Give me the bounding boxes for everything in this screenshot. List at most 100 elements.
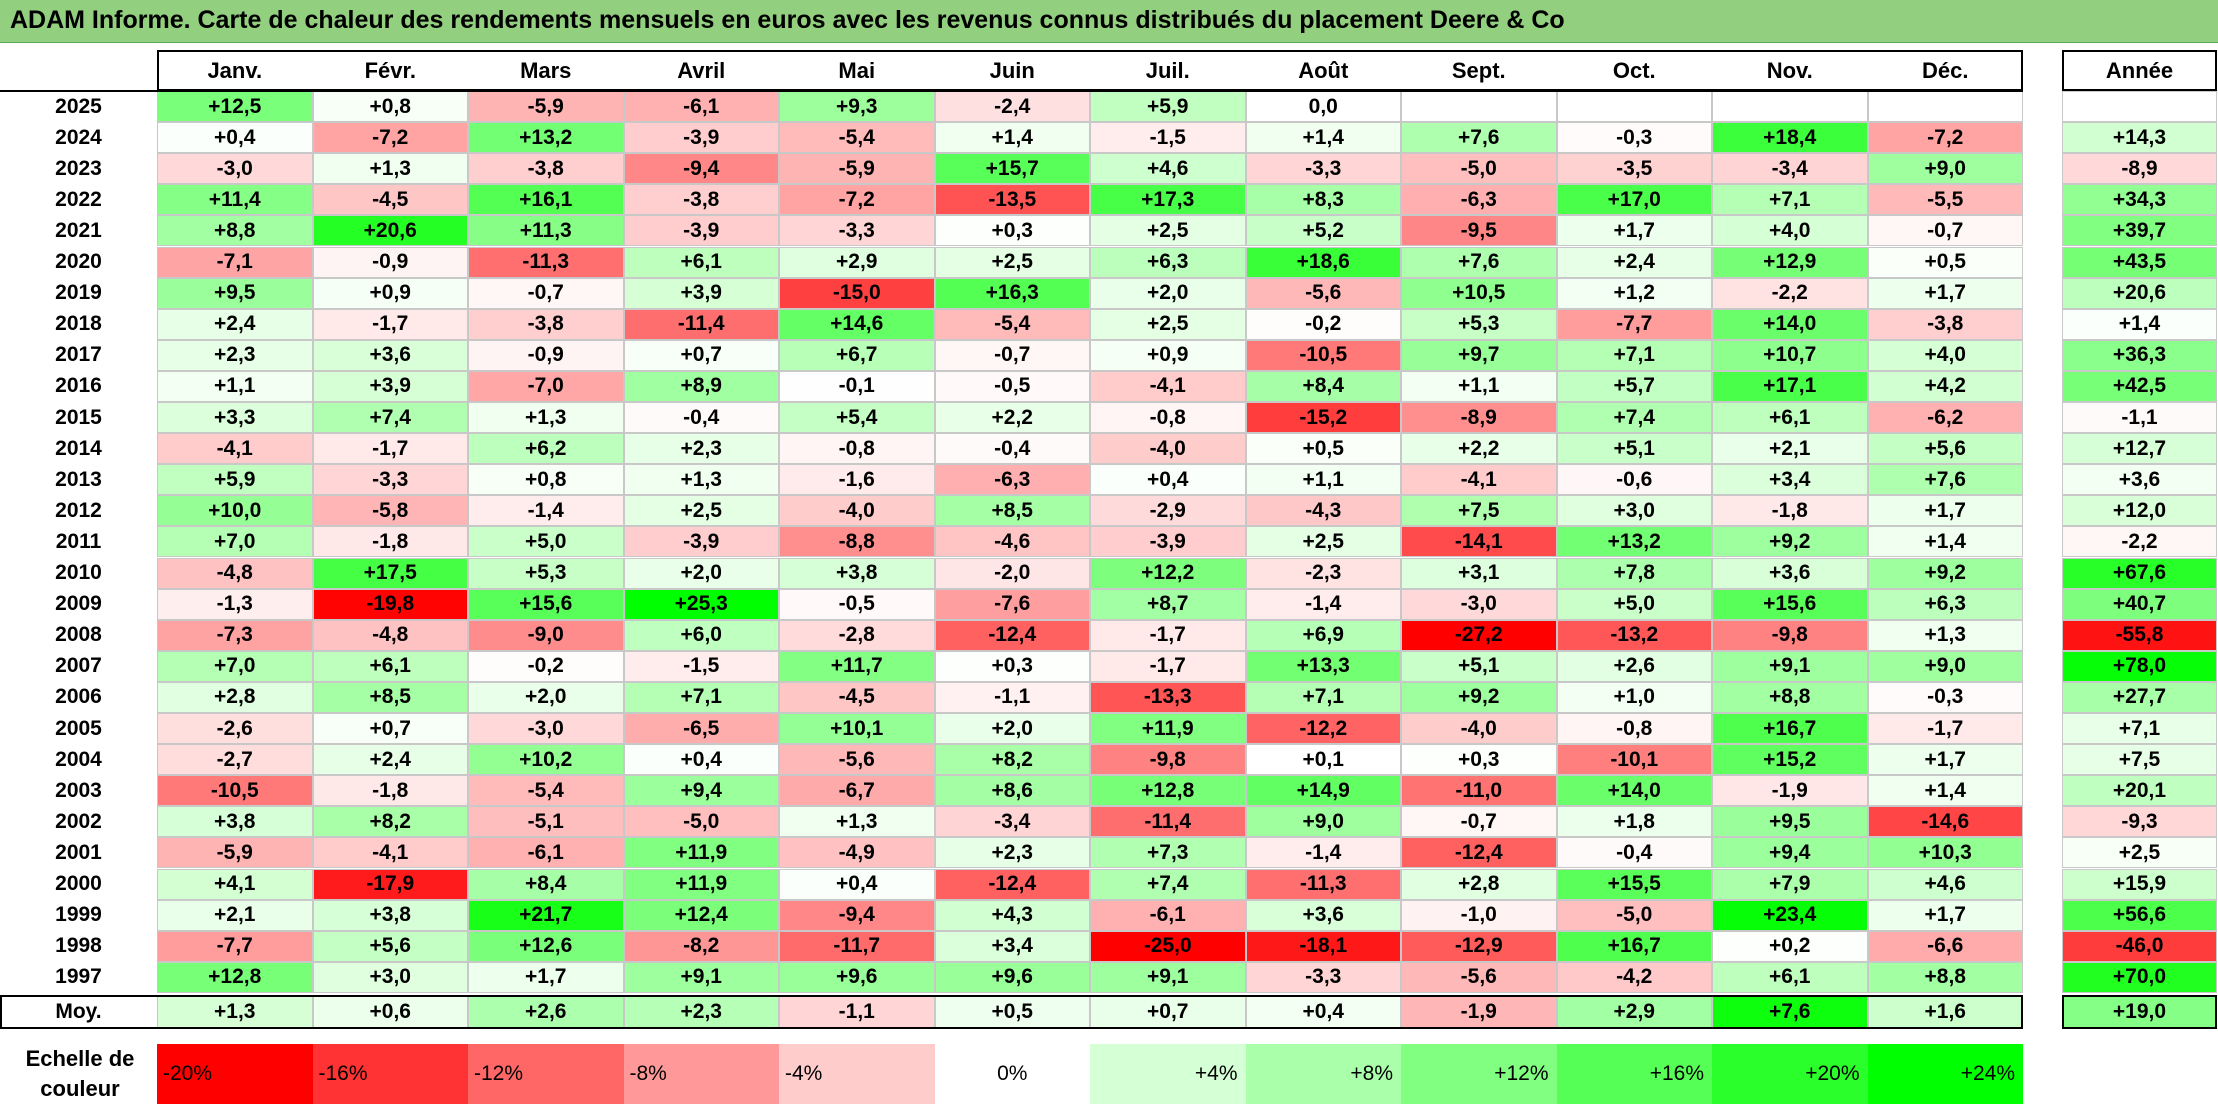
heatmap-cell: -14,1 [1401,526,1557,558]
year-label: 2025 [0,91,157,123]
color-scale-swatch: 0% [934,1044,1090,1104]
heatmap-cell: -0,2 [1245,308,1401,340]
heatmap-cell: +7,5 [1401,495,1557,527]
heatmap-cell: +10,1 [779,713,935,745]
heatmap-cell: -0,2 [468,650,624,682]
heatmap-cell: +17,5 [312,557,468,589]
heatmap-cell: +0,5 [1245,433,1401,465]
heatmap-cell: +1,3 [623,464,779,496]
heatmap-cell: +1,3 [1867,619,2023,651]
heatmap-cell: -11,7 [779,930,935,962]
heatmap-cell: -7,6 [934,588,1090,620]
heatmap-cell: -0,7 [1867,215,2023,247]
heatmap-cell: -3,5 [1556,153,1712,185]
heatmap-cell: -0,9 [312,246,468,278]
heatmap-cell: +3,1 [1401,557,1557,589]
heatmap-cell: +7,1 [623,681,779,713]
annual-cell: -46,0 [2062,930,2217,962]
annual-cell: -9,3 [2062,806,2217,838]
heatmap-cell: +1,7 [1867,277,2023,309]
month-header: Nov. [1712,50,1868,91]
annual-cell: +1,4 [2062,308,2217,340]
heatmap-cell: -4,9 [779,837,935,869]
heatmap-cell: -12,9 [1401,930,1557,962]
heatmap-cell: -0,3 [1867,681,2023,713]
heatmap-cell: -5,6 [1245,277,1401,309]
heatmap-cell: +5,3 [1401,308,1557,340]
heatmap-cell: +2,8 [1401,868,1557,900]
heatmap-cell: -0,3 [1556,122,1712,154]
heatmap-cell [1712,91,1868,123]
heatmap-cell: +8,4 [1245,370,1401,402]
heatmap-cell: +6,1 [1712,402,1868,434]
heatmap-cell: +2,9 [779,246,935,278]
heatmap-cell: +2,0 [468,681,624,713]
heatmap-cell: -7,7 [157,930,313,962]
heatmap-cell: +2,0 [623,557,779,589]
annual-header: Année [2062,50,2217,91]
annual-cell: +42,5 [2062,370,2217,402]
heatmap-cell: -2,0 [934,557,1090,589]
heatmap-cell: +2,5 [1245,526,1401,558]
month-header: Mai [779,50,935,91]
heatmap-cell: +8,9 [623,370,779,402]
annual-cell [2062,91,2217,123]
average-cell: +0,7 [1090,994,1246,1029]
heatmap-cell: +18,6 [1245,246,1401,278]
heatmap-cell: +9,7 [1401,339,1557,371]
heatmap-cell: +15,6 [1712,588,1868,620]
heatmap-cell: -1,5 [623,650,779,682]
month-header: Mars [468,50,624,91]
heatmap-cell: -5,8 [312,495,468,527]
month-header: Sept. [1401,50,1557,91]
heatmap-cell: -4,1 [312,837,468,869]
average-cell: +1,6 [1867,994,2023,1029]
heatmap-cell: +8,5 [312,681,468,713]
heatmap-cell: +10,2 [468,744,624,776]
heatmap-cell: +5,3 [468,557,624,589]
heatmap-cell: +5,0 [1556,588,1712,620]
heatmap-cell: +9,0 [1245,806,1401,838]
average-cell: +0,6 [312,994,468,1029]
heatmap-cell: +2,3 [157,339,313,371]
heatmap-cell: -5,0 [623,806,779,838]
heatmap-cell: -0,4 [623,402,779,434]
heatmap-cell [1401,91,1557,123]
heatmap-cell: +6,3 [1867,588,2023,620]
heatmap-cell: -11,0 [1401,775,1557,807]
color-scale-swatch: -12% [468,1044,624,1104]
heatmap-cell: +10,5 [1401,277,1557,309]
heatmap-cell: -3,0 [1401,588,1557,620]
heatmap-cell: +25,3 [623,588,779,620]
average-cell: +0,5 [934,994,1090,1029]
heatmap-cell: -0,7 [934,339,1090,371]
heatmap-cell: -1,1 [934,681,1090,713]
heatmap-cell: +3,6 [312,339,468,371]
average-cell: +2,6 [468,994,624,1029]
heatmap-cell: +9,0 [1867,650,2023,682]
year-label: 2002 [0,806,157,838]
heatmap-cell: +12,2 [1090,557,1246,589]
heatmap-cell: -1,4 [1245,837,1401,869]
heatmap-cell: +7,1 [1712,184,1868,216]
heatmap-cell: +0,4 [157,122,313,154]
heatmap-cell: +1,4 [1245,122,1401,154]
heatmap-cell: +0,3 [934,650,1090,682]
heatmap-cell: +2,8 [157,681,313,713]
annual-cell: -8,9 [2062,153,2217,185]
heatmap-cell: +5,4 [779,402,935,434]
heatmap-cell: +0,5 [1867,246,2023,278]
heatmap-cell: +15,5 [1556,868,1712,900]
heatmap-cell: -7,2 [779,184,935,216]
heatmap-cell: -6,3 [1401,184,1557,216]
heatmap-cell: -2,7 [157,744,313,776]
heatmap-cell: +6,9 [1245,619,1401,651]
heatmap-cell: +13,3 [1245,650,1401,682]
heatmap-cell: -18,1 [1245,930,1401,962]
heatmap-cell: -4,8 [157,557,313,589]
heatmap-cell: -10,5 [1245,339,1401,371]
heatmap-cell: +16,3 [934,277,1090,309]
annual-cell: +14,3 [2062,122,2217,154]
heatmap-cell: +1,3 [468,402,624,434]
heatmap-cell: +15,7 [934,153,1090,185]
